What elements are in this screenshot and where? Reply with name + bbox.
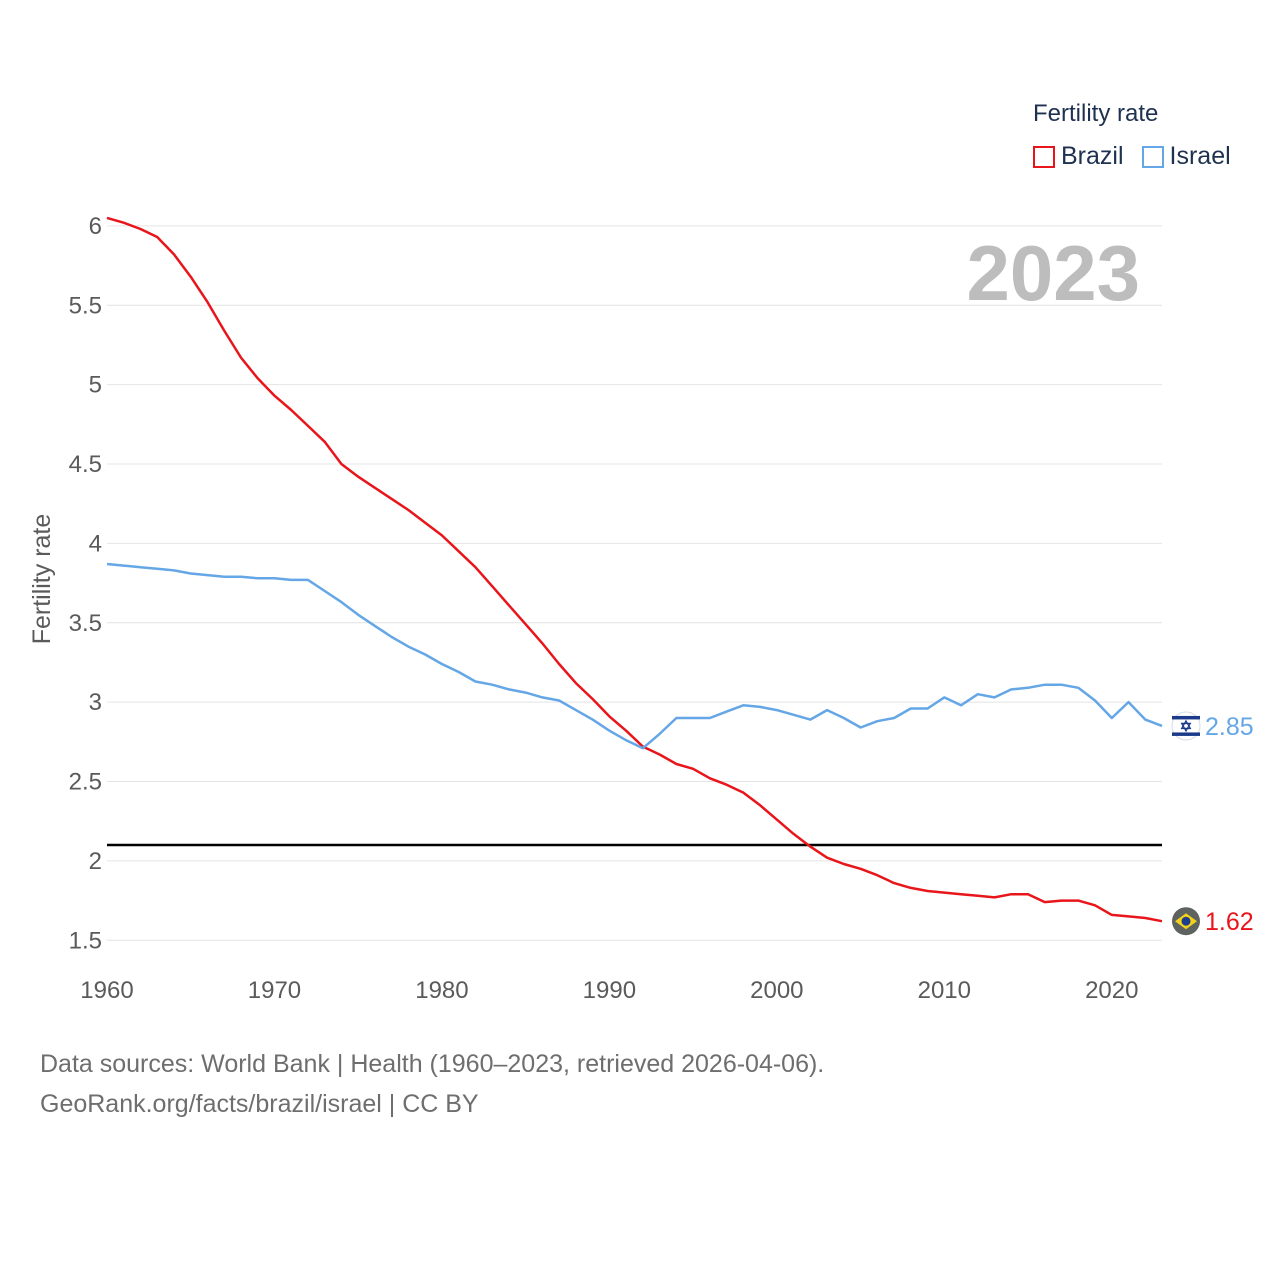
x-tick-label: 2010 [918, 977, 971, 1004]
y-axis-title: Fertility rate [28, 514, 56, 645]
y-tick-label: 1.5 [69, 927, 102, 954]
legend: Brazil Israel [1033, 142, 1249, 171]
brazil-flag-icon [1172, 907, 1200, 936]
series-line-brazil[interactable] [106, 216, 1163, 923]
current-year-label: 2023 [966, 229, 1140, 317]
x-tick-label: 1990 [583, 977, 636, 1004]
gridlines [107, 225, 1162, 941]
y-tick-label: 2 [89, 848, 102, 875]
y-tick-label: 3 [89, 689, 102, 716]
y-tick-label: 6 [89, 213, 102, 240]
source-line-2[interactable]: GeoRank.org/facts/brazil/israel | CC BY [40, 1090, 479, 1118]
y-tick-label: 5.5 [69, 292, 102, 319]
legend-item-israel[interactable]: Israel [1141, 142, 1231, 171]
end-markers: 1.62 2.85 [1171, 711, 1254, 936]
x-tick-label: 2000 [750, 977, 803, 1004]
source-line-1: Data sources: World Bank | Health (1960–… [40, 1050, 825, 1078]
y-tick-label: 4.5 [69, 451, 102, 478]
legend-swatch-israel [1141, 145, 1164, 168]
israel-flag-icon [1171, 711, 1201, 741]
x-tick-label: 2020 [1085, 977, 1138, 1004]
legend-title: Fertility rate [1033, 100, 1159, 127]
x-tick-label: 1980 [415, 977, 468, 1004]
x-axis-ticks: 1960 1970 1980 1990 2000 2010 2020 [80, 977, 1138, 1004]
y-tick-label: 5 [89, 372, 102, 399]
end-value-label-israel: 2.85 [1205, 713, 1254, 741]
y-tick-label: 2.5 [69, 769, 102, 796]
series-line-israel[interactable] [106, 562, 1163, 750]
legend-label-brazil: Brazil [1061, 142, 1124, 170]
y-tick-label: 3.5 [69, 610, 102, 637]
end-value-label-brazil: 1.62 [1205, 908, 1254, 936]
y-axis-ticks: 1.5 2 2.5 3 3.5 4 4.5 5 5.5 6 [69, 213, 102, 954]
legend-item-brazil[interactable]: Brazil [1033, 142, 1124, 171]
x-tick-label: 1970 [248, 977, 301, 1004]
legend-swatch-brazil [1033, 145, 1055, 168]
legend-label-israel: Israel [1169, 142, 1231, 170]
data-source-footer: Data sources: World Bank | Health (1960–… [40, 1044, 824, 1124]
x-tick-label: 1960 [80, 977, 133, 1004]
series-lines [106, 216, 1163, 923]
y-tick-label: 4 [89, 530, 102, 557]
